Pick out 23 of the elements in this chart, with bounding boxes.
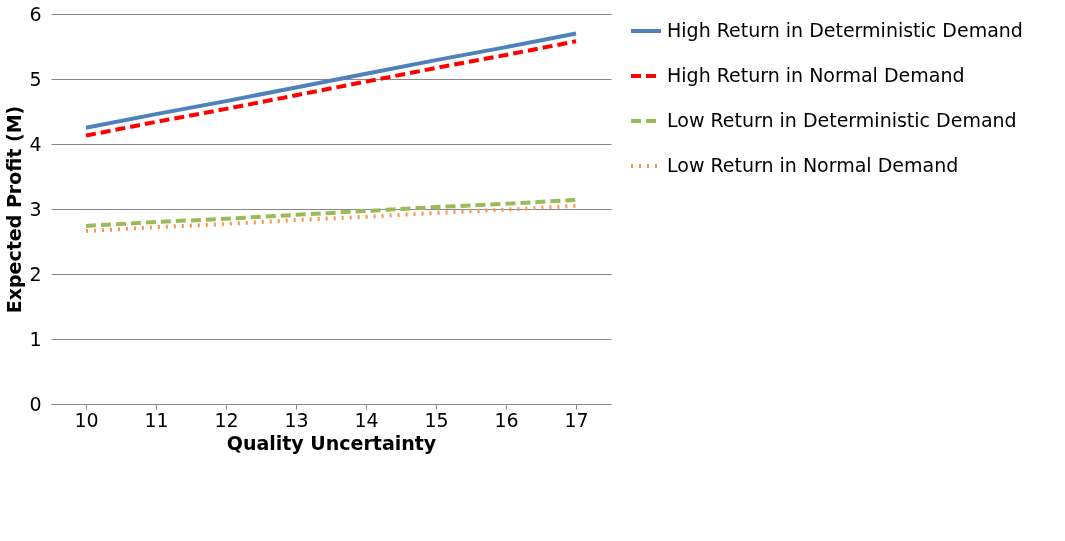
y-tick-label: 0 bbox=[29, 392, 42, 415]
line-series bbox=[84, 197, 578, 228]
line-series bbox=[84, 203, 578, 234]
x-tick-label: 10 bbox=[74, 408, 99, 431]
x-axis-title: Quality Uncertainty bbox=[226, 431, 437, 454]
y-tick-label: 2 bbox=[29, 262, 42, 285]
legend-label: Low Return in Deterministic Demand bbox=[667, 109, 1017, 131]
legend-label: High Return in Normal Demand bbox=[667, 64, 965, 86]
y-tick-label: 1 bbox=[29, 327, 42, 350]
y-axis-title: Expected Profit (M) bbox=[3, 105, 26, 314]
x-tick-label: 16 bbox=[494, 408, 519, 431]
y-tick-label: 3 bbox=[29, 197, 42, 220]
legend-label: Low Return in Normal Demand bbox=[667, 154, 959, 176]
x-tick-label: 17 bbox=[564, 408, 589, 431]
y-tick-label: 6 bbox=[29, 2, 42, 25]
x-tick-label: 14 bbox=[354, 408, 379, 431]
y-tick-label: 4 bbox=[29, 132, 42, 155]
x-tick-label: 13 bbox=[284, 408, 309, 431]
legend-label: High Return in Deterministic Demand bbox=[667, 19, 1023, 41]
x-tick-label: 15 bbox=[424, 408, 449, 431]
x-tick-label: 11 bbox=[144, 408, 169, 431]
x-tick-label: 12 bbox=[214, 408, 239, 431]
y-tick-label: 5 bbox=[29, 67, 42, 90]
